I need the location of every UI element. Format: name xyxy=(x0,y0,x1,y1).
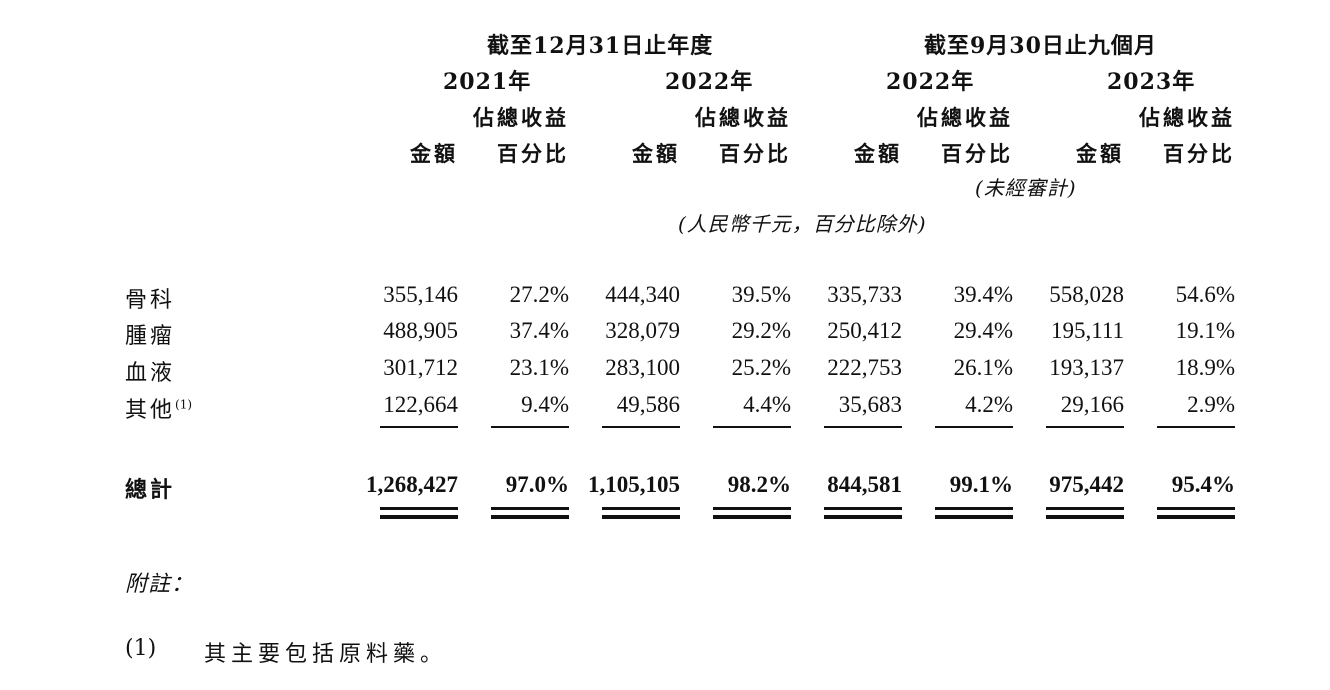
subtotal-underline xyxy=(602,426,680,428)
table-cell: 283,100 xyxy=(605,355,680,380)
table-cell: 37.4% xyxy=(509,318,569,343)
table-cell: 54.6% xyxy=(1175,282,1235,307)
year-header-2021: 2021年 xyxy=(443,69,532,95)
amount-col-header: 金額 xyxy=(632,141,680,166)
table-cell: 2.9% xyxy=(1187,392,1235,417)
table-cell: 444,340 xyxy=(605,282,680,307)
table-cell: 19.1% xyxy=(1175,318,1235,343)
year-header-2022-nine: 2022年 xyxy=(886,69,975,95)
total-cell: 99.1% xyxy=(949,472,1013,497)
row-label-text: 血液 xyxy=(125,361,176,386)
total-double-underline-bottom xyxy=(602,515,680,519)
pct-col-header-line1: 佔總收益 xyxy=(695,105,791,130)
table-cell: 23.1% xyxy=(509,355,569,380)
table-cell: 39.4% xyxy=(953,282,1013,307)
notes-heading: 附註： xyxy=(125,572,195,597)
table-cell: 25.2% xyxy=(731,355,791,380)
total-double-underline-bottom xyxy=(935,515,1013,519)
total-double-underline-top xyxy=(824,507,902,510)
amount-col-header: 金額 xyxy=(410,141,458,166)
table-cell: 195,111 xyxy=(1050,318,1124,343)
row-label: 其他(1) xyxy=(125,392,192,424)
row-label-text: 其他 xyxy=(125,398,176,423)
table-cell: 35,683 xyxy=(838,392,902,417)
table-cell: 18.9% xyxy=(1175,355,1235,380)
pct-col-header-line2: 百分比 xyxy=(1163,141,1235,166)
total-double-underline-top xyxy=(935,507,1013,510)
table-cell: 301,712 xyxy=(383,355,458,380)
total-cell: 1,105,105 xyxy=(588,472,680,497)
table-cell: 27.2% xyxy=(509,282,569,307)
total-double-underline-top xyxy=(1046,507,1124,510)
table-cell: 29.2% xyxy=(731,318,791,343)
total-cell: 844,581 xyxy=(827,472,902,497)
total-cell: 95.4% xyxy=(1171,472,1235,497)
table-cell: 222,753 xyxy=(827,355,902,380)
total-cell: 97.0% xyxy=(505,472,569,497)
unit-note: (人民幣千元，百分比除外) xyxy=(678,212,927,236)
row-label: 血液 xyxy=(125,355,175,387)
table-cell: 26.1% xyxy=(953,355,1013,380)
table-cell: 250,412 xyxy=(827,318,902,343)
total-label: 總計 xyxy=(125,477,176,503)
total-double-underline-bottom xyxy=(491,515,569,519)
period-header-nine-months: 截至9月30日止九個月 xyxy=(924,33,1157,59)
row-label-text: 骨科 xyxy=(125,288,176,313)
total-cell: 1,268,427 xyxy=(366,472,458,497)
pct-col-header-line2: 百分比 xyxy=(497,141,569,166)
pct-col-header-line2: 百分比 xyxy=(719,141,791,166)
amount-col-header: 金額 xyxy=(854,141,902,166)
table-cell: 39.5% xyxy=(731,282,791,307)
unaudited-note: (未經審計) xyxy=(975,176,1077,200)
total-double-underline-top xyxy=(380,507,458,510)
amount-col-header: 金額 xyxy=(1076,141,1124,166)
total-double-underline-top xyxy=(1157,507,1235,510)
year-header-2022-full: 2022年 xyxy=(665,69,754,95)
row-label-text: 腫瘤 xyxy=(125,324,176,349)
subtotal-underline xyxy=(824,426,902,428)
total-double-underline-bottom xyxy=(1157,515,1235,519)
subtotal-underline xyxy=(1046,426,1124,428)
total-double-underline-top xyxy=(713,507,791,510)
table-cell: 488,905 xyxy=(383,318,458,343)
total-cell: 975,442 xyxy=(1049,472,1124,497)
row-label: 腫瘤 xyxy=(125,318,175,350)
footnote-ref: (1) xyxy=(175,397,193,412)
total-cell: 98.2% xyxy=(727,472,791,497)
table-cell: 9.4% xyxy=(521,392,569,417)
subtotal-underline xyxy=(491,426,569,428)
table-cell: 49,586 xyxy=(616,392,680,417)
table-cell: 335,733 xyxy=(827,282,902,307)
table-cell: 558,028 xyxy=(1049,282,1124,307)
pct-col-header-line2: 百分比 xyxy=(941,141,1013,166)
table-cell: 328,079 xyxy=(605,318,680,343)
table-cell: 29,166 xyxy=(1060,392,1124,417)
footnote-text: 其主要包括原料藥。 xyxy=(204,642,448,667)
period-header-full-year: 截至12月31日止年度 xyxy=(487,33,714,59)
total-double-underline-bottom xyxy=(824,515,902,519)
total-double-underline-bottom xyxy=(1046,515,1124,519)
total-double-underline-top xyxy=(602,507,680,510)
row-label: 骨科 xyxy=(125,282,175,314)
total-double-underline-bottom xyxy=(380,515,458,519)
table-cell: 193,137 xyxy=(1049,355,1124,380)
footnote-marker: (1) xyxy=(125,636,157,661)
table-cell: 355,146 xyxy=(383,282,458,307)
year-header-2023: 2023年 xyxy=(1107,69,1196,95)
total-double-underline-top xyxy=(491,507,569,510)
table-cell: 4.4% xyxy=(743,392,791,417)
pct-col-header-line1: 佔總收益 xyxy=(917,105,1013,130)
total-double-underline-bottom xyxy=(713,515,791,519)
subtotal-underline xyxy=(935,426,1013,428)
subtotal-underline xyxy=(380,426,458,428)
subtotal-underline xyxy=(713,426,791,428)
table-cell: 4.2% xyxy=(965,392,1013,417)
table-cell: 29.4% xyxy=(953,318,1013,343)
subtotal-underline xyxy=(1157,426,1235,428)
table-cell: 122,664 xyxy=(383,392,458,417)
pct-col-header-line1: 佔總收益 xyxy=(1139,105,1235,130)
pct-col-header-line1: 佔總收益 xyxy=(473,105,569,130)
